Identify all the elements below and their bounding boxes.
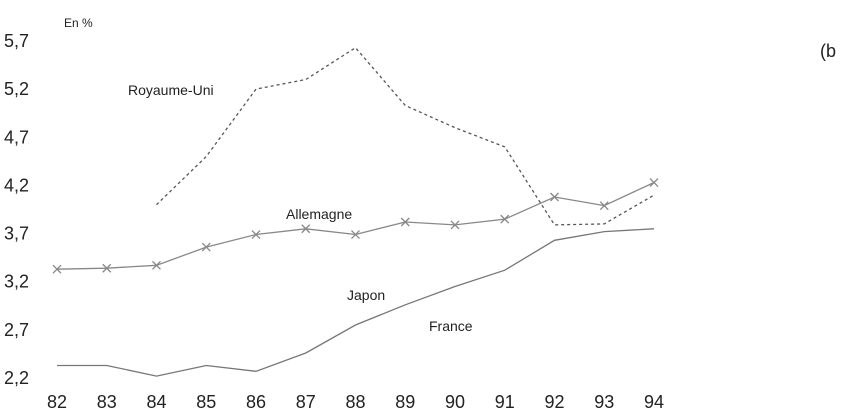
marker-stroke bbox=[500, 214, 510, 224]
y-tick-label: 4,7 bbox=[4, 127, 29, 147]
data-point-marker bbox=[500, 214, 510, 224]
x-tick-label: 84 bbox=[146, 392, 166, 412]
marker-stroke bbox=[152, 260, 161, 270]
data-point-marker bbox=[351, 230, 360, 239]
series-label-france: France bbox=[429, 318, 473, 334]
y-tick-label: 2,7 bbox=[4, 320, 29, 340]
data-point-marker bbox=[52, 264, 62, 274]
data-point-marker bbox=[550, 192, 559, 202]
y-axis-ticks: 5,7 5,2 4,7 4,2 3,7 3,2 2,7 2,2 bbox=[4, 31, 29, 388]
x-tick-label: 87 bbox=[296, 392, 316, 412]
data-point-marker bbox=[400, 217, 410, 227]
series-line-allemagne bbox=[56, 181, 655, 270]
series-label-japon: Japon bbox=[347, 287, 385, 303]
marker-stroke bbox=[201, 242, 211, 252]
y-tick-label: 4,2 bbox=[4, 175, 29, 195]
x-tick-label: 85 bbox=[196, 392, 216, 412]
y-tick-label: 5,2 bbox=[4, 79, 29, 99]
series-group bbox=[52, 46, 659, 377]
data-point-marker bbox=[251, 230, 261, 239]
x-tick-label: 92 bbox=[544, 392, 564, 412]
data-point-marker bbox=[599, 201, 609, 211]
y-tick-label: 3,2 bbox=[4, 272, 29, 292]
y-tick-label: 5,7 bbox=[4, 31, 29, 51]
x-tick-label: 88 bbox=[345, 392, 365, 412]
x-tick-label: 82 bbox=[47, 392, 67, 412]
x-tick-label: 93 bbox=[594, 392, 614, 412]
data-point-marker bbox=[102, 263, 112, 273]
series-line-royaume-uni bbox=[156, 46, 655, 226]
x-tick-label: 94 bbox=[644, 392, 664, 412]
y-tick-label: 3,7 bbox=[4, 224, 29, 244]
x-tick-label: 83 bbox=[97, 392, 117, 412]
data-point-marker bbox=[450, 220, 460, 230]
data-point-marker bbox=[301, 224, 311, 234]
marker-stroke bbox=[251, 230, 261, 239]
marker-stroke bbox=[599, 201, 609, 211]
x-axis-ticks: 82 83 84 85 86 87 88 89 90 91 92 93 94 bbox=[47, 392, 664, 412]
series-label-allemagne: Allemagne bbox=[286, 206, 352, 222]
data-point-marker bbox=[201, 242, 211, 252]
marker-stroke bbox=[52, 264, 62, 274]
x-tick-label: 89 bbox=[395, 392, 415, 412]
y-axis-unit-label: En % bbox=[64, 16, 93, 30]
marker-stroke bbox=[351, 230, 360, 239]
series-line-japon bbox=[57, 228, 655, 377]
marker-stroke bbox=[400, 217, 410, 227]
x-tick-label: 86 bbox=[246, 392, 266, 412]
marker-stroke bbox=[301, 224, 311, 234]
x-tick-label: 91 bbox=[495, 392, 515, 412]
x-tick-label: 90 bbox=[445, 392, 465, 412]
marker-stroke bbox=[550, 192, 559, 202]
data-point-marker bbox=[649, 178, 659, 187]
marker-stroke bbox=[649, 178, 659, 187]
y-tick-label: 2,2 bbox=[4, 368, 29, 388]
series-label-royaume-uni: Royaume-Uni bbox=[128, 82, 214, 98]
panel-label: (b bbox=[820, 41, 836, 61]
marker-stroke bbox=[450, 220, 460, 230]
data-point-marker bbox=[152, 260, 161, 270]
marker-stroke bbox=[102, 263, 112, 273]
